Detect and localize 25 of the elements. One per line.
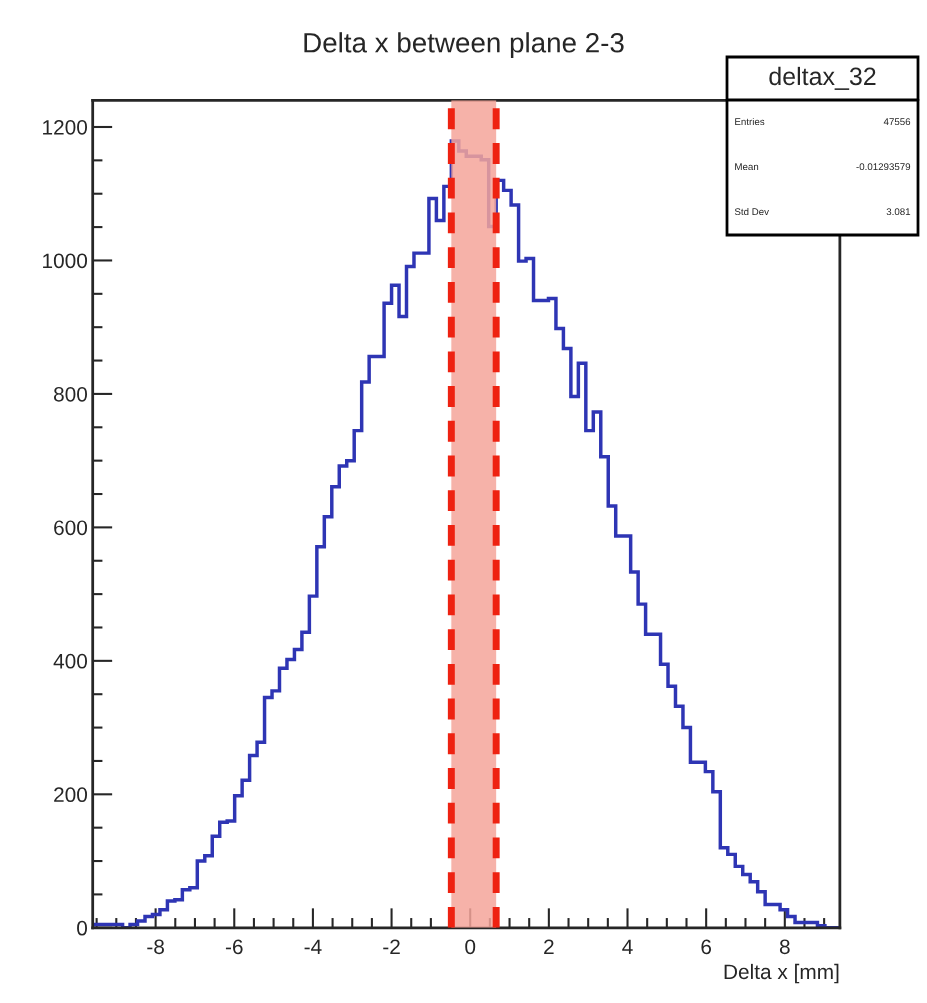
y-tick-label: 800 <box>53 386 88 402</box>
x-tick-label: 8 <box>779 939 790 955</box>
y-tick-label: 600 <box>54 520 88 536</box>
x-tick-label: -8 <box>147 939 164 955</box>
annotation: Entries <box>735 117 765 126</box>
x-tick-label: 0 <box>465 939 476 955</box>
text: deltax_32 <box>769 66 876 90</box>
y-tick-label: 1000 <box>43 253 88 269</box>
x-tick-label: 4 <box>622 939 633 954</box>
y-tick-label: 1200 <box>43 119 88 135</box>
annotation: Std Dev <box>734 207 769 216</box>
text: 47556 <box>883 118 911 126</box>
x-tick-label: -6 <box>225 939 243 955</box>
x-tick-label: 2 <box>544 939 554 954</box>
text: -0.01293579 <box>856 163 911 171</box>
y-tick-label: 200 <box>54 787 88 803</box>
chart-title: Delta x between plane 2-3 <box>304 32 624 59</box>
x-tick-label: 6 <box>701 939 712 955</box>
y-tick-label: 0 <box>77 920 88 936</box>
annotation: Mean <box>735 163 759 171</box>
x-tick-label: -2 <box>383 939 400 954</box>
y-tick-label: 400 <box>53 653 88 669</box>
text: 3.081 <box>886 208 911 216</box>
x-tick-label: -4 <box>304 939 322 954</box>
x-axis-title: Delta x [mm] <box>724 963 839 984</box>
